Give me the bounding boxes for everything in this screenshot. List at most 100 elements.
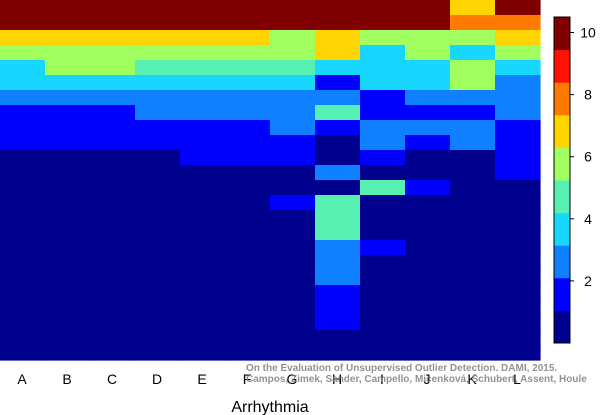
heatmap-cell: [495, 255, 541, 271]
heatmap-cell: [45, 45, 91, 61]
heatmap-cell: [180, 330, 226, 346]
heatmap-cell: [315, 0, 361, 16]
heatmap-cell: [90, 120, 136, 136]
heatmap-cell: [495, 60, 541, 76]
heatmap-cell: [90, 15, 136, 31]
heatmap-cell: [360, 105, 406, 121]
heatmap-cell: [450, 270, 496, 286]
heatmap-cell: [180, 315, 226, 331]
heatmap-cell: [450, 30, 496, 46]
heatmap-cell: [450, 60, 496, 76]
heatmap-cell: [180, 195, 226, 211]
heatmap-cell: [270, 45, 316, 61]
heatmap-cell: [45, 180, 91, 196]
heatmap-cell: [495, 0, 541, 16]
heatmap-cell: [405, 105, 451, 121]
heatmap-cell: [495, 180, 541, 196]
colorbar-segment: [554, 277, 570, 311]
heatmap-cell: [405, 90, 451, 106]
heatmap-cell: [135, 165, 181, 181]
heatmap-cell: [45, 225, 91, 241]
heatmap-cell: [45, 285, 91, 301]
heatmap-cell: [225, 300, 271, 316]
heatmap-cell: [0, 225, 46, 241]
heatmap-cell: [450, 45, 496, 61]
heatmap-cell: [0, 30, 46, 46]
heatmap-cell: [495, 15, 541, 31]
heatmap-cell: [405, 345, 451, 361]
heatmap-cell: [180, 345, 226, 361]
heatmap-cell: [270, 315, 316, 331]
heatmap-cell: [360, 345, 406, 361]
heatmap-cell: [450, 150, 496, 166]
heatmap-cell: [225, 120, 271, 136]
heatmap-cell: [315, 180, 361, 196]
heatmap-cell: [90, 30, 136, 46]
heatmap-cell: [180, 0, 226, 16]
heatmap-cell: [90, 180, 136, 196]
heatmap-cell: [0, 135, 46, 151]
heatmap-cell: [135, 225, 181, 241]
heatmap-cell: [0, 300, 46, 316]
heatmap-cell: [405, 165, 451, 181]
heatmap-cell: [135, 300, 181, 316]
colorbar-tick-label: 6: [584, 149, 592, 165]
heatmap-cell: [360, 0, 406, 16]
heatmap-cell: [180, 300, 226, 316]
heatmap-cell: [450, 120, 496, 136]
colorbar: [553, 16, 571, 344]
heatmap-cell: [450, 225, 496, 241]
heatmap-cell: [405, 0, 451, 16]
heatmap-cell: [45, 345, 91, 361]
x-tick-label: B: [62, 371, 71, 387]
heatmap-cell: [270, 75, 316, 91]
heatmap-cell: [270, 165, 316, 181]
heatmap-cell: [180, 165, 226, 181]
heatmap-cell: [315, 135, 361, 151]
heatmap-cell: [180, 240, 226, 256]
heatmap-cell: [90, 165, 136, 181]
x-tick-label: C: [107, 371, 117, 387]
heatmap-cell: [495, 30, 541, 46]
heatmap-cell: [450, 315, 496, 331]
heatmap-cell: [225, 225, 271, 241]
heatmap-cell: [450, 210, 496, 226]
heatmap-cell: [180, 285, 226, 301]
heatmap-cell: [225, 255, 271, 271]
heatmap-cell: [270, 345, 316, 361]
heatmap-cell: [180, 255, 226, 271]
heatmap-cell: [315, 60, 361, 76]
heatmap-cell: [360, 90, 406, 106]
heatmap-cell: [360, 60, 406, 76]
heatmap-cell: [405, 180, 451, 196]
heatmap-cell: [0, 345, 46, 361]
heatmap-cell: [90, 315, 136, 331]
heatmap-cell: [270, 225, 316, 241]
heatmap-cell: [0, 240, 46, 256]
heatmap-cell: [270, 30, 316, 46]
heatmap-cell: [90, 210, 136, 226]
colorbar-segment: [554, 147, 570, 181]
watermark-citation: On the Evaluation of Unsupervised Outlie…: [246, 363, 587, 385]
heatmap-cell: [135, 345, 181, 361]
x-tick-label: L: [513, 371, 521, 387]
heatmap-cell: [135, 270, 181, 286]
heatmap-cell: [45, 210, 91, 226]
heatmap-cell: [0, 255, 46, 271]
heatmap-cell: [135, 150, 181, 166]
colorbar-segment: [554, 114, 570, 148]
heatmap-cell: [0, 195, 46, 211]
heatmap-cell: [45, 30, 91, 46]
colorbar-segment: [554, 180, 570, 214]
heatmap-cell: [135, 30, 181, 46]
heatmap-cell: [450, 180, 496, 196]
heatmap-cell: [495, 195, 541, 211]
heatmap-cell: [405, 225, 451, 241]
heatmap-cell: [0, 330, 46, 346]
heatmap-cell: [225, 285, 271, 301]
heatmap-cell: [360, 270, 406, 286]
x-tick-label: H: [332, 371, 342, 387]
heatmap-cell: [450, 345, 496, 361]
heatmap-cell: [405, 210, 451, 226]
